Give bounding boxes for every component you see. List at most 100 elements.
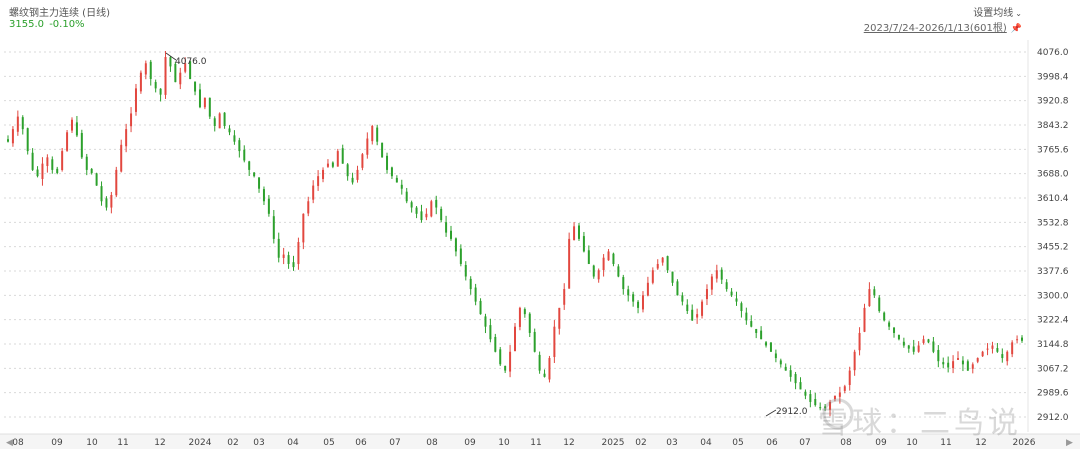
candle-body [587,250,590,264]
candle-body [838,392,841,397]
candle-body [681,295,684,302]
y-tick-label: 3610.4 [1037,194,1069,204]
candle-body [765,342,768,346]
candle-body [863,307,866,332]
candle-body [322,169,325,179]
x-tick-label: 09 [875,438,887,448]
candle-body [66,132,69,151]
candle-body [582,236,585,252]
candle-body [942,362,945,365]
candle-body [518,307,521,327]
instrument-title: 螺纹钢主力连续 (日线) [9,8,110,19]
candle-body [484,316,487,327]
candle-body [691,309,694,321]
scroll-right-icon[interactable]: ▶ [1066,438,1073,448]
candle-body [878,297,881,312]
candle-body [400,184,403,189]
candle-body [440,208,443,221]
candle-body [1001,354,1004,359]
candle-body [395,177,398,183]
candle-body [228,128,231,133]
x-tick-label: 07 [799,438,810,448]
candle-body [90,168,93,174]
candle-body [405,191,408,202]
candle-body [198,89,201,108]
x-tick-label: 08 [840,438,852,448]
candle-body [966,361,969,371]
candle-body [361,154,364,168]
candle-body [253,172,256,177]
candle-body [371,126,374,142]
candle-body [75,122,78,136]
candle-body [272,216,275,239]
candle-body [750,321,753,327]
x-tick-label: 09 [464,438,476,448]
candle-body [169,57,172,67]
candle-body [656,263,659,269]
candle-body [489,325,492,340]
x-tick-label: 12 [563,438,574,448]
y-tick-label: 3998.4 [1037,72,1069,82]
candle-body [351,177,354,183]
y-tick-label: 3300.0 [1037,291,1069,301]
x-tick-label: 10 [906,438,918,448]
candle-body [174,63,177,83]
candle-body [450,230,453,239]
candle-body [115,169,118,196]
candle-body [494,336,497,352]
candle-body [336,151,339,167]
candle-body [61,151,64,170]
x-tick-label: 11 [117,438,128,448]
candle-body [651,270,654,283]
candle-body [95,173,98,186]
candle-body [883,312,886,321]
candle-body [223,112,226,127]
candle-body [548,358,551,380]
candle-body [671,271,674,283]
date-range[interactable]: 2023/7/24-2026/1/13(601根) 📌 [864,19,1022,34]
candle-body [784,366,787,371]
candle-body [912,346,915,352]
candle-body [858,332,861,351]
candle-body [317,176,320,186]
candle-body [573,226,576,241]
candle-body [46,157,49,167]
candle-body [164,57,167,95]
candle-body [563,289,566,305]
candle-body [725,282,728,290]
scroll-left-icon[interactable]: ◀ [6,438,13,448]
candle-body [592,265,595,277]
candle-body [705,289,708,300]
pin-icon[interactable]: 📌 [1010,24,1022,34]
candle-body [789,370,792,377]
candle-body [641,295,644,310]
candle-body [110,194,113,208]
candle-body [238,140,241,152]
candle-body [179,72,182,85]
candle-body [577,225,580,239]
candle-body [917,345,920,352]
chevron-down-icon: ⌄ [1015,9,1022,18]
x-tick-label: 2025 [602,438,625,448]
candle-body [341,148,344,164]
candle-body [189,61,192,79]
candle-body [597,270,600,280]
candle-body [937,349,940,362]
x-tick-label: 02 [227,438,238,448]
candle-body [125,129,128,147]
candle-body [833,395,836,400]
candle-body [459,248,462,264]
x-tick-label: 04 [287,438,299,448]
candle-body [70,119,73,131]
candle-body [139,72,142,92]
candle-body [277,238,280,258]
x-tick-label: 2024 [189,438,212,448]
candle-body [144,63,147,75]
candle-body [16,116,19,132]
candle-body [523,309,526,315]
settings-ma-button[interactable]: 设置均线 ⌄ [973,4,1022,19]
candle-body [1006,351,1009,362]
candle-body [528,313,531,333]
x-tick-label: 05 [323,438,334,448]
